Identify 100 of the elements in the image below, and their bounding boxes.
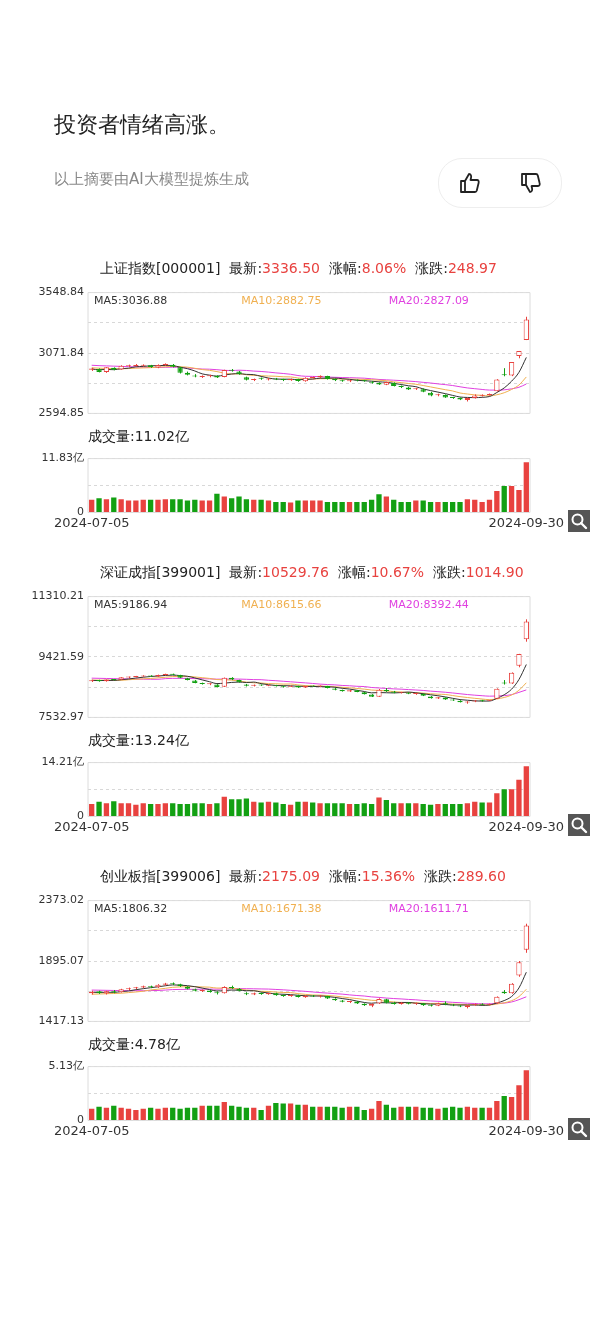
bar	[405, 1106, 412, 1120]
bar	[192, 803, 198, 816]
bar	[287, 1103, 294, 1120]
bar	[494, 1101, 500, 1120]
bar	[280, 1103, 286, 1120]
bar	[339, 501, 345, 512]
bar	[435, 803, 441, 816]
bar	[457, 501, 463, 512]
candlestick	[287, 994, 294, 998]
bar	[206, 803, 213, 816]
chart-title: 深证成指[399001]	[100, 564, 221, 580]
bar	[96, 1106, 102, 1120]
bar	[413, 500, 419, 512]
text: MA20:8392.44	[388, 598, 469, 612]
bar	[170, 1107, 176, 1120]
bar	[302, 801, 308, 816]
bar	[464, 1106, 471, 1120]
bar	[251, 801, 257, 816]
bar	[162, 1107, 168, 1120]
bar	[89, 803, 95, 816]
bar	[302, 500, 308, 512]
bar	[427, 804, 434, 816]
bar	[140, 803, 146, 816]
bar	[118, 803, 124, 816]
line-series	[91, 664, 527, 702]
text: 投资者情绪高涨。	[54, 111, 231, 139]
bar	[236, 496, 242, 512]
bar	[332, 803, 338, 816]
text: MA20:1611.71	[388, 902, 469, 916]
bar	[354, 1106, 360, 1120]
text: MA5:1806.32	[94, 902, 168, 916]
bar	[214, 803, 220, 816]
bar	[472, 801, 478, 816]
bar	[287, 502, 294, 512]
bar	[229, 799, 235, 816]
bar	[508, 789, 515, 816]
bar	[162, 499, 168, 512]
bar	[111, 497, 117, 512]
bar	[413, 1106, 419, 1120]
text: 最新:10529.76	[229, 564, 329, 580]
bar	[89, 1108, 95, 1120]
x-tick-label: 2024-09-30	[488, 818, 565, 834]
bar	[450, 501, 456, 512]
bar	[177, 1108, 183, 1120]
text: 涨跌:289.60	[424, 868, 506, 884]
bar	[442, 501, 448, 512]
candlestick	[162, 362, 168, 367]
bar	[192, 1107, 198, 1120]
text: 最新:3336.50	[229, 260, 320, 276]
bar	[243, 1107, 250, 1120]
line-series	[91, 365, 527, 397]
bar	[427, 501, 434, 512]
bar	[140, 1108, 146, 1120]
bar	[273, 1103, 279, 1120]
bar	[523, 1070, 529, 1120]
bar	[383, 496, 389, 512]
bar	[302, 1104, 308, 1120]
bar	[427, 1107, 434, 1120]
bar	[508, 486, 515, 512]
bar	[317, 500, 323, 512]
bar	[118, 499, 124, 512]
bar	[523, 462, 529, 512]
bar	[184, 500, 191, 512]
y-tick-label: 11.83亿	[41, 451, 84, 465]
bar	[206, 500, 213, 512]
bar	[140, 499, 146, 512]
bar	[310, 802, 316, 816]
bar	[361, 501, 367, 512]
bar	[184, 1107, 191, 1120]
bar	[324, 1106, 331, 1120]
bar	[354, 501, 360, 512]
text: MA10:1671.38	[241, 902, 322, 916]
text: 以上摘要由AI大模型提炼生成	[54, 170, 250, 189]
bar	[133, 1109, 139, 1120]
bar	[442, 803, 448, 816]
bar	[111, 801, 117, 816]
bar	[368, 1108, 375, 1120]
text: 涨跌:1014.90	[433, 564, 524, 580]
bar	[214, 493, 220, 512]
text: 涨跌:248.97	[415, 260, 497, 276]
bar	[457, 803, 463, 816]
bar	[479, 802, 485, 816]
bar	[368, 499, 375, 512]
bar	[258, 499, 264, 512]
bar	[155, 1108, 161, 1120]
bar	[472, 499, 478, 512]
chart-title: 创业板指[399006]	[100, 868, 221, 884]
bar	[243, 798, 250, 816]
bar	[221, 1102, 227, 1120]
text: MA5:3036.88	[94, 294, 168, 308]
bar	[317, 803, 323, 816]
bar	[442, 1107, 448, 1120]
bar	[398, 803, 404, 816]
y-tick-label: 3548.84	[38, 285, 84, 299]
candlestick	[523, 923, 529, 954]
bar	[162, 803, 168, 816]
chart-title: 上证指数[000001]	[100, 260, 221, 276]
bar	[280, 803, 286, 816]
bar	[324, 501, 331, 512]
bar	[486, 499, 493, 512]
